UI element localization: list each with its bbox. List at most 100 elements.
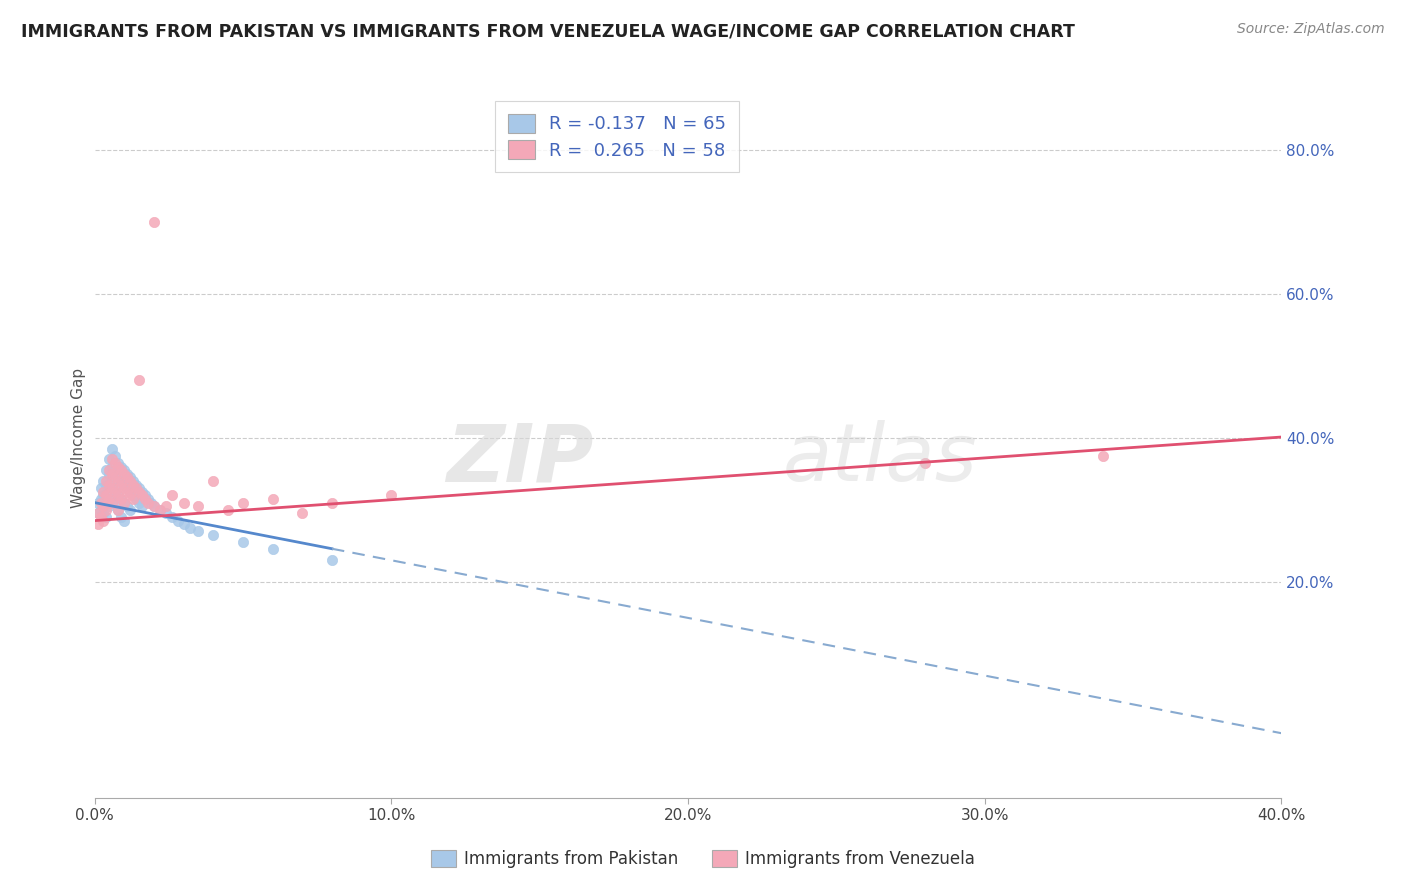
Point — [107, 503, 129, 517]
Point — [321, 495, 343, 509]
Point — [112, 463, 135, 477]
Point — [115, 470, 138, 484]
Point — [122, 474, 145, 488]
Point — [96, 495, 118, 509]
Point — [104, 463, 127, 477]
Point — [104, 481, 127, 495]
Point — [104, 495, 127, 509]
Point — [96, 510, 118, 524]
Point — [112, 481, 135, 495]
Point — [112, 477, 135, 491]
Point — [93, 507, 115, 521]
Point — [120, 470, 142, 484]
Point — [202, 528, 225, 542]
Point — [93, 514, 115, 528]
Point — [187, 500, 209, 514]
Point — [89, 510, 111, 524]
Point — [380, 488, 402, 502]
Point — [134, 488, 156, 502]
Point — [101, 452, 124, 467]
Point — [136, 495, 159, 509]
Point — [93, 488, 115, 502]
Point — [112, 514, 135, 528]
Point — [217, 503, 239, 517]
Point — [86, 495, 108, 509]
Point — [104, 470, 127, 484]
Point — [86, 507, 108, 521]
Point — [101, 442, 124, 456]
Point — [232, 495, 254, 509]
Point — [98, 463, 121, 477]
Point — [122, 491, 145, 506]
Point — [93, 484, 115, 499]
Point — [110, 477, 132, 491]
Point — [142, 500, 165, 514]
Point — [120, 484, 142, 499]
Point — [139, 495, 162, 509]
Point — [110, 459, 132, 474]
Point — [104, 484, 127, 499]
Text: IMMIGRANTS FROM PAKISTAN VS IMMIGRANTS FROM VENEZUELA WAGE/INCOME GAP CORRELATIO: IMMIGRANTS FROM PAKISTAN VS IMMIGRANTS F… — [21, 22, 1076, 40]
Point — [110, 491, 132, 506]
Point — [131, 500, 153, 514]
Point — [120, 488, 142, 502]
Point — [128, 481, 150, 495]
Point — [110, 474, 132, 488]
Point — [125, 481, 148, 495]
Point — [160, 488, 183, 502]
Legend: Immigrants from Pakistan, Immigrants from Venezuela: Immigrants from Pakistan, Immigrants fro… — [425, 843, 981, 875]
Point — [98, 491, 121, 506]
Point — [98, 500, 121, 514]
Point — [101, 495, 124, 509]
Point — [125, 491, 148, 506]
Point — [149, 503, 172, 517]
Point — [86, 517, 108, 532]
Point — [149, 503, 172, 517]
Point — [131, 484, 153, 499]
Point — [173, 517, 195, 532]
Point — [128, 484, 150, 499]
Point — [107, 456, 129, 470]
Point — [179, 521, 201, 535]
Point — [86, 507, 108, 521]
Point — [262, 542, 284, 557]
Point — [173, 495, 195, 509]
Point — [262, 491, 284, 506]
Point — [115, 484, 138, 499]
Point — [89, 491, 111, 506]
Point — [89, 495, 111, 509]
Point — [112, 495, 135, 509]
Point — [89, 481, 111, 495]
Point — [96, 488, 118, 502]
Point — [142, 214, 165, 228]
Point — [96, 463, 118, 477]
Point — [125, 477, 148, 491]
Point — [187, 524, 209, 539]
Point — [232, 535, 254, 549]
Point — [155, 500, 177, 514]
Point — [96, 503, 118, 517]
Point — [93, 474, 115, 488]
Point — [107, 470, 129, 484]
Point — [107, 459, 129, 474]
Point — [101, 474, 124, 488]
Point — [160, 510, 183, 524]
Point — [120, 503, 142, 517]
Point — [134, 491, 156, 506]
Point — [166, 514, 188, 528]
Point — [98, 467, 121, 481]
Point — [98, 477, 121, 491]
Point — [142, 500, 165, 514]
Point — [128, 373, 150, 387]
Legend: R = -0.137   N = 65, R =  0.265   N = 58: R = -0.137 N = 65, R = 0.265 N = 58 — [495, 101, 738, 172]
Point — [104, 449, 127, 463]
Point — [110, 463, 132, 477]
Point — [115, 481, 138, 495]
Text: atlas: atlas — [783, 420, 977, 499]
Point — [107, 488, 129, 502]
Point — [321, 553, 343, 567]
Point — [101, 459, 124, 474]
Text: ZIP: ZIP — [446, 420, 593, 499]
Point — [120, 474, 142, 488]
Point — [155, 507, 177, 521]
